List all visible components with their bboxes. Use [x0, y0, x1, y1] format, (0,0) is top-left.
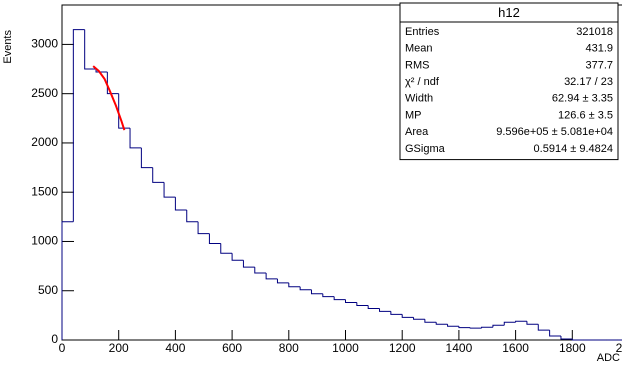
x-tick-label: 1200	[389, 341, 416, 355]
fit-curve	[92, 65, 126, 131]
stats-value: 32.17 / 23	[564, 76, 613, 88]
histogram-bin	[390, 311, 403, 315]
histogram-bin	[537, 324, 550, 331]
x-tick-label: 0	[59, 341, 66, 355]
stats-value: 62.94 ± 3.35	[552, 93, 613, 105]
x-tick-label: 1400	[446, 341, 473, 355]
y-tick-label: 500	[38, 283, 58, 297]
stats-label: Width	[405, 93, 433, 105]
x-tick-label: 1600	[502, 341, 529, 355]
histogram-bin	[118, 93, 131, 129]
y-tick-label: 0	[51, 332, 58, 346]
histogram-bin	[299, 286, 312, 291]
stats-label: χ² / ndf	[405, 76, 440, 88]
histogram-bin	[333, 296, 346, 301]
stats-label: RMS	[405, 59, 429, 71]
stats-label: GSigma	[405, 143, 446, 155]
histogram-bin	[356, 302, 369, 307]
histogram-bin	[424, 319, 437, 323]
histogram-bin	[560, 336, 573, 340]
y-tick-label: 3000	[31, 37, 58, 51]
x-tick-label: 200	[109, 341, 129, 355]
histogram-bin	[265, 273, 278, 280]
histogram-bin	[401, 314, 414, 318]
histogram-bin	[503, 321, 516, 326]
stats-label: Mean	[405, 43, 433, 55]
x-tick-label: 400	[165, 341, 185, 355]
stats-value: 377.7	[585, 59, 613, 71]
histogram-bin	[435, 322, 448, 325]
histogram-bin	[242, 260, 255, 268]
histogram-bin	[140, 147, 153, 169]
histogram-bin	[447, 324, 459, 327]
y-tick-label: 1500	[31, 184, 58, 198]
y-tick-label: 2000	[31, 135, 58, 149]
histogram-bin	[571, 339, 584, 341]
stats-label: Entries	[405, 26, 440, 38]
x-tick-label: 800	[279, 341, 299, 355]
histogram-bin	[458, 326, 471, 329]
x-tick-label: 600	[222, 341, 242, 355]
histogram-bin	[220, 243, 233, 254]
histogram-bin	[322, 293, 335, 298]
histogram-bin	[231, 253, 244, 261]
histogram-bin	[61, 221, 74, 340]
y-tick-label: 1000	[31, 234, 58, 248]
histogram-bin	[526, 321, 539, 325]
x-axis-title: ADC	[597, 352, 620, 364]
histogram-bin	[549, 330, 561, 337]
x-tick-label: 1000	[332, 341, 359, 355]
histogram-bin	[481, 326, 493, 329]
y-axis-title: Events	[2, 30, 14, 64]
stats-title: h12	[498, 5, 520, 20]
histogram-bin	[288, 282, 301, 288]
histogram-bin	[379, 308, 391, 312]
stats-label: Area	[405, 126, 429, 138]
histogram-bin	[106, 72, 119, 95]
stats-label: MP	[405, 109, 422, 121]
histogram-bin	[186, 209, 199, 223]
histogram-bin	[208, 233, 221, 244]
stats-value: 321018	[576, 26, 613, 38]
y-tick-label: 2500	[31, 86, 58, 100]
histogram-bin	[95, 69, 108, 73]
stats-value: 0.5914 ± 9.4824	[534, 143, 613, 155]
stats-value: 431.9	[585, 43, 613, 55]
histogram-bin	[72, 29, 85, 222]
histogram-bin	[413, 317, 425, 320]
histogram-bin	[163, 182, 176, 198]
stats-value: 126.6 ± 3.5	[558, 109, 613, 121]
histogram-bin	[345, 299, 357, 304]
histogram-bin	[152, 167, 165, 183]
histogram-bin	[174, 197, 187, 211]
x-tick-label: 2000	[616, 341, 622, 355]
x-tick-label: 1800	[559, 341, 586, 355]
stats-value: 9.596e+05 ± 5.081e+04	[496, 126, 613, 138]
histogram-bin	[515, 320, 527, 323]
stats-box	[399, 2, 619, 161]
histogram-bin	[367, 305, 380, 309]
histogram-bin	[84, 29, 97, 70]
histogram-bin	[276, 278, 289, 284]
histogram-bin	[254, 267, 267, 274]
histogram-bin	[310, 289, 323, 295]
histogram-bin	[197, 221, 210, 235]
histogram-bin	[492, 324, 505, 328]
histogram-bin	[129, 128, 142, 149]
